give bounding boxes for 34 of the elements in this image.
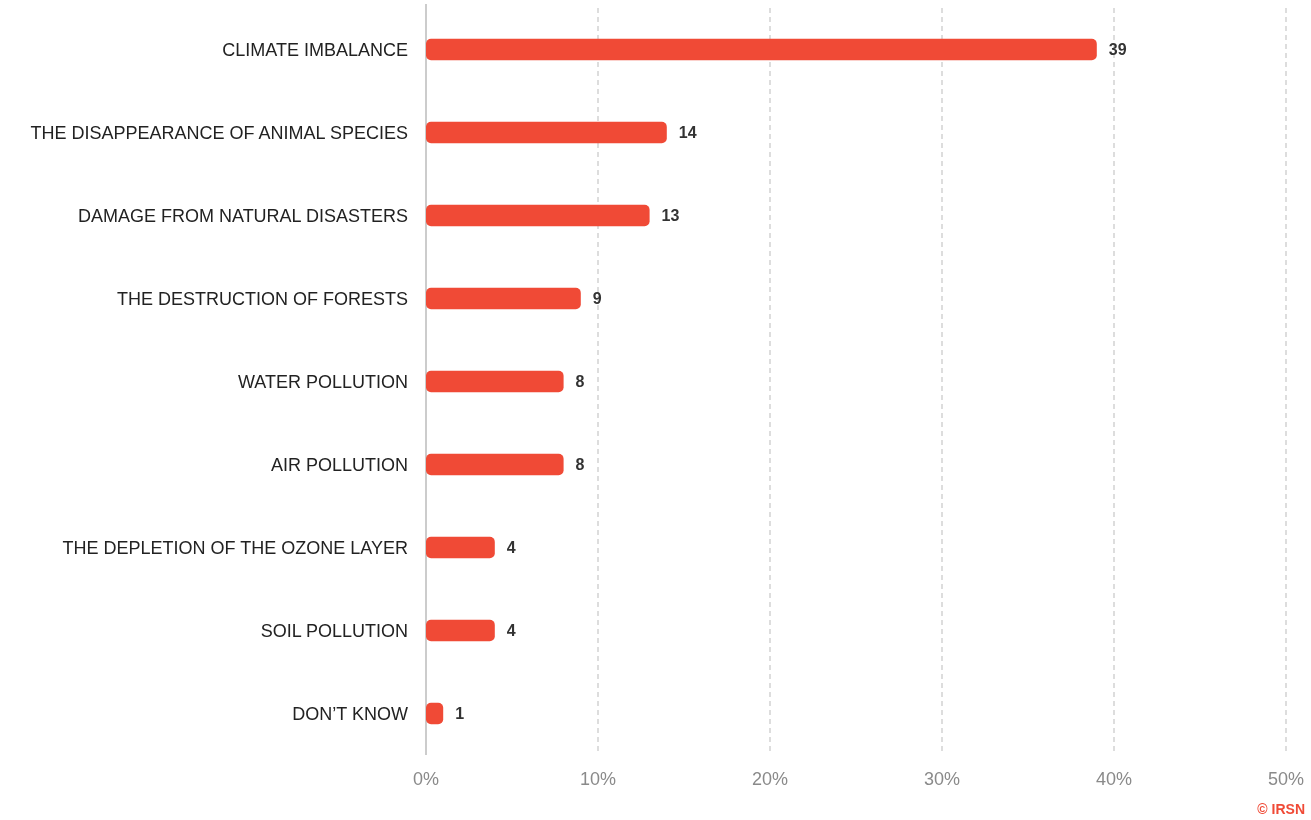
y-tick-label: THE DISAPPEARANCE OF ANIMAL SPECIES: [30, 122, 408, 143]
y-tick-label: THE DEPLETION OF THE OZONE LAYER: [62, 537, 408, 558]
data-label: 9: [592, 290, 602, 308]
bar: [426, 370, 564, 393]
bar: [426, 702, 444, 725]
data-label: 4: [506, 622, 516, 640]
y-tick-label: THE DESTRUCTION OF FORESTS: [116, 288, 408, 309]
x-tick-label: 10%: [579, 769, 617, 789]
data-label: 13: [661, 207, 680, 225]
bar: [426, 204, 650, 227]
bar: [426, 453, 564, 476]
x-tick-label: 20%: [751, 769, 789, 789]
bar: [426, 619, 495, 642]
bar: [426, 536, 495, 559]
y-tick-label: CLIMATE IMBALANCE: [222, 39, 408, 60]
bar: [426, 287, 581, 310]
data-label: 39: [1108, 41, 1127, 59]
x-tick-label: 50%: [1267, 769, 1305, 789]
bar: [426, 38, 1097, 61]
x-tick-label: 0%: [412, 769, 440, 789]
x-tick-label: 40%: [1095, 769, 1133, 789]
bar: [426, 121, 667, 144]
y-tick-label: SOIL POLLUTION: [260, 620, 408, 641]
data-label: 4: [506, 539, 516, 557]
x-tick-label: 30%: [923, 769, 961, 789]
text: © IRSN: [1257, 801, 1305, 817]
data-label: 1: [455, 705, 465, 723]
data-label: 14: [678, 124, 697, 142]
data-label: 8: [575, 373, 585, 391]
y-tick-label: DON’T KNOW: [292, 703, 408, 724]
data-label: 8: [575, 456, 585, 474]
y-tick-label: AIR POLLUTION: [270, 454, 408, 475]
y-tick-label: WATER POLLUTION: [237, 371, 408, 392]
y-tick-label: DAMAGE FROM NATURAL DISASTERS: [77, 205, 408, 226]
